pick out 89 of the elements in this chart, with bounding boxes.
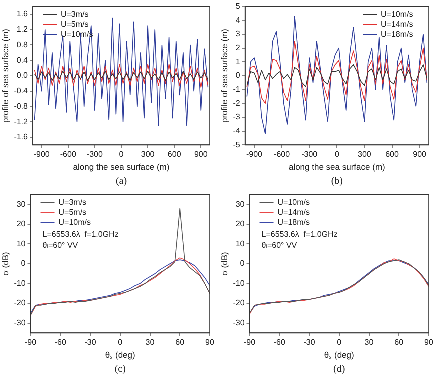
y-tick-label: 1 <box>236 57 241 66</box>
x-tick-label: -90 <box>24 338 38 348</box>
x-tick-label: 30 <box>364 338 374 348</box>
y-tick-label: -20 <box>233 298 246 308</box>
y-tick-label: 0 <box>236 71 241 80</box>
x-axis-title: θₛ (deg) <box>324 350 355 360</box>
x-tick-label: -600 <box>60 150 77 160</box>
x-tick-label: -90 <box>244 338 256 348</box>
legend-label: U=10m/s <box>58 218 91 228</box>
text: (b) <box>331 176 343 187</box>
y-tick-label: -1 <box>233 85 241 94</box>
x-tick-label: -900 <box>246 150 264 160</box>
y-tick-label: -20 <box>14 298 26 308</box>
x-tick-label: 60 <box>394 338 404 348</box>
y-tick-label: 10 <box>236 239 246 248</box>
y-tick-label: 0 <box>21 259 26 268</box>
y-tick-label: 10 <box>16 239 26 248</box>
y-tick-label: 1.6 <box>16 10 29 19</box>
y-tick-label: -0.8 <box>14 102 29 111</box>
x-tick-label: -30 <box>304 338 316 348</box>
y-axis-title: σ (dB) <box>219 252 230 276</box>
y-tick-label: 3 <box>236 30 241 39</box>
x-tick-label: -300 <box>302 150 318 160</box>
legend-label: U=14m/s <box>381 20 414 30</box>
text: (a) <box>116 176 128 187</box>
y-tick-label: -4 <box>233 126 241 136</box>
y-tick-label: -5 <box>233 140 241 150</box>
y-tick-label: 2 <box>236 44 241 53</box>
x-tick-label: 0 <box>337 338 342 348</box>
x-tick-label: -60 <box>54 338 67 348</box>
y-tick-label: 20 <box>236 220 246 229</box>
y-tick-label: 0.4 <box>16 56 29 65</box>
annotation: L=6553.6λ f=1.0GHz <box>42 230 119 240</box>
x-tick-label: 600 <box>386 150 400 160</box>
x-tick-label: 0 <box>334 150 340 160</box>
x-tick-label: 90 <box>206 338 215 348</box>
x-tick-label: -900 <box>34 150 50 160</box>
x-tick-label: 300 <box>358 150 372 160</box>
x-tick-label: 900 <box>413 150 428 160</box>
y-tick-label: -3 <box>233 112 241 122</box>
text: (d) <box>334 364 346 375</box>
x-tick-label: 0 <box>119 150 124 160</box>
y-axis-title: profile of sea surface (m) <box>0 28 10 124</box>
y-tick-label: 4 <box>236 16 241 25</box>
legend-label: U=14m/s <box>278 208 310 218</box>
x-tick-label: 30 <box>146 338 156 348</box>
y-tick-label: -2 <box>233 98 241 108</box>
x-tick-label: -30 <box>84 338 97 348</box>
y-axis-title: profile of sea surface (m) <box>219 28 230 124</box>
y-tick-label: 0.0 <box>16 71 29 80</box>
y-tick-label: 30 <box>16 200 26 209</box>
y-tick-label: -10 <box>14 278 26 288</box>
annotation: θᵢ=60° VV <box>262 241 298 250</box>
y-tick-label: -0.4 <box>14 86 29 96</box>
y-tick-label: 1.2 <box>16 25 29 34</box>
legend-label: U=10m/s <box>381 10 414 20</box>
annotation: L=6553.6λ f=1.0GHz <box>262 230 338 240</box>
y-tick-label: -10 <box>233 278 246 288</box>
legend-label: U=3m/s <box>60 10 89 20</box>
y-tick-label: -1.6 <box>14 132 29 142</box>
x-tick-label: 0 <box>118 338 124 348</box>
x-tick-label: 900 <box>194 150 208 160</box>
x-tick-label: 300 <box>141 150 156 160</box>
y-axis-title: σ (dB) <box>0 252 10 276</box>
y-tick-label: -30 <box>14 318 26 328</box>
x-tick-label: -300 <box>86 150 104 160</box>
y-tick-label: -30 <box>233 318 246 328</box>
y-tick-label: 0 <box>240 259 246 268</box>
legend-label: U=18m/s <box>381 30 414 40</box>
x-tick-label: 60 <box>176 338 186 348</box>
y-tick-label: 5 <box>236 2 241 12</box>
x-tick-label: -600 <box>274 150 291 160</box>
legend-label: U=5m/s <box>58 208 87 218</box>
annotation: θᵢ=60° VV <box>42 241 79 250</box>
legend-label: U=10m/s <box>278 198 310 208</box>
x-tick-label: -60 <box>274 338 286 348</box>
legend-label: U=5m/s <box>60 20 89 30</box>
y-tick-label: -1.2 <box>14 117 29 126</box>
x-axis-title: along the sea surface (m) <box>288 162 386 172</box>
x-tick-label: 600 <box>168 150 182 160</box>
y-tick-label: 0.8 <box>16 40 29 50</box>
text: (c) <box>114 364 126 375</box>
x-axis-title: along the sea surface (m) <box>73 162 170 172</box>
legend-label: U=3m/s <box>58 198 87 208</box>
legend-label: U=18m/s <box>278 218 310 228</box>
x-tick-label: 90 <box>424 338 434 348</box>
x-axis-title: θₛ (deg) <box>105 350 136 360</box>
y-tick-label: 20 <box>16 220 26 229</box>
y-tick-label: 30 <box>236 200 246 209</box>
